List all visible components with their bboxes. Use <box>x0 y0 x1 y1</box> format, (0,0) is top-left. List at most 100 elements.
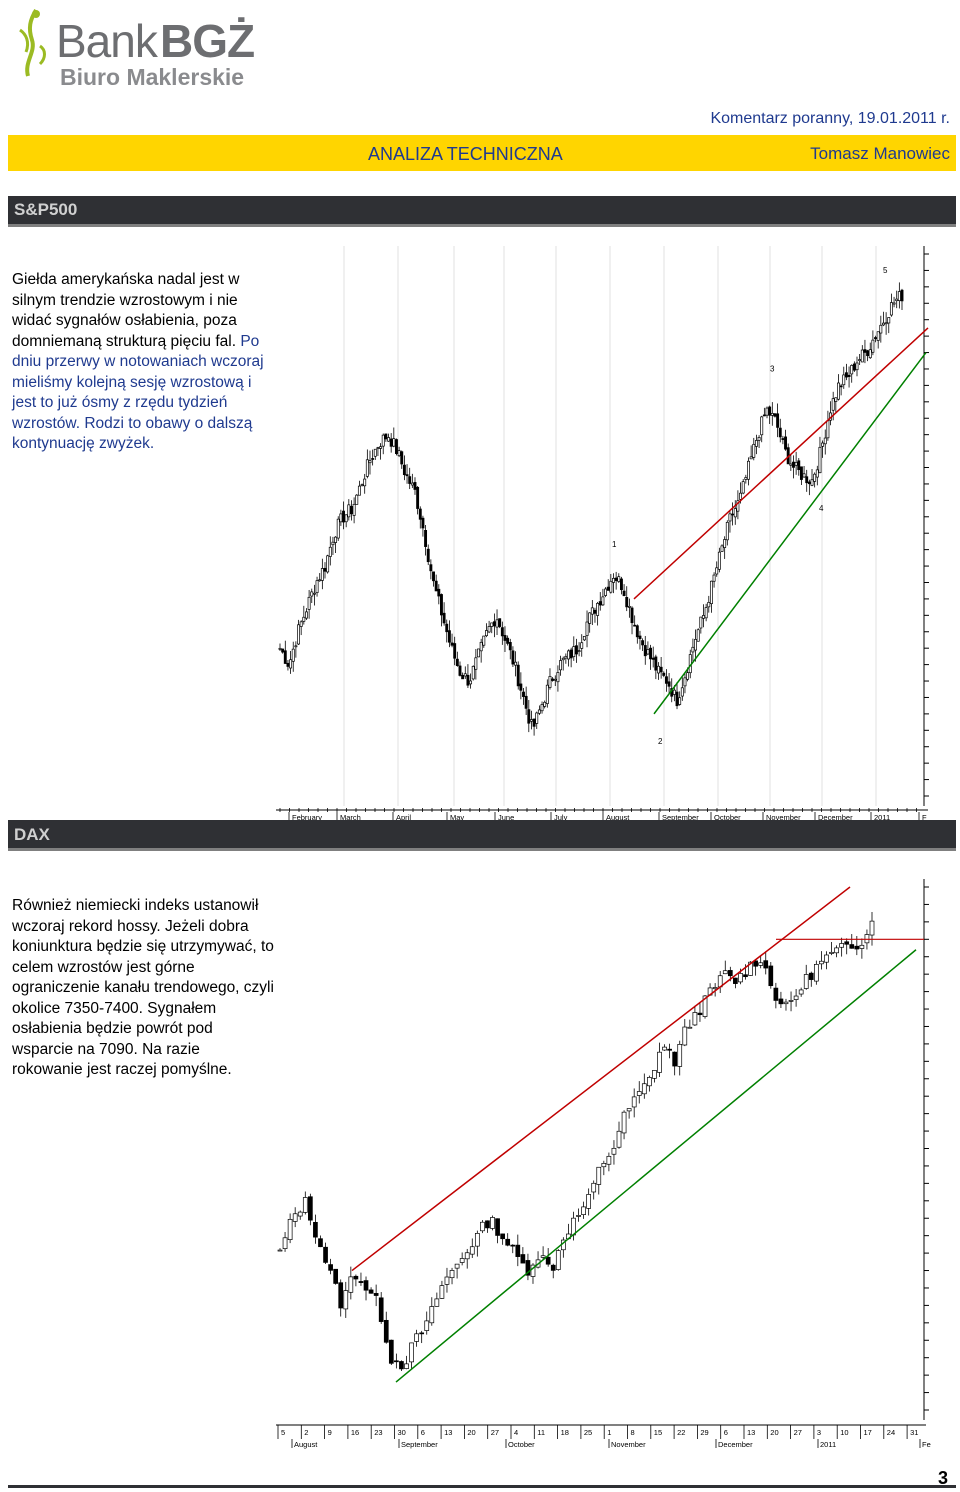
candle-body <box>871 339 875 353</box>
candle-body <box>500 627 504 637</box>
candle-body <box>738 973 743 983</box>
candle-body <box>900 289 904 302</box>
candle-body <box>617 576 621 582</box>
candle-body <box>463 673 467 677</box>
candle-body <box>392 438 396 447</box>
wave-label-3: 3 <box>770 364 775 373</box>
candle-body <box>333 1268 339 1284</box>
candle-body <box>334 536 338 543</box>
dax-section-label: DAX <box>14 825 50 844</box>
candle-body <box>339 513 343 523</box>
x-day-label: 8 <box>631 1428 635 1437</box>
x-day-label: 13 <box>747 1428 755 1437</box>
candle-body <box>897 291 901 301</box>
candle-body <box>519 683 523 691</box>
candle-body <box>882 322 885 326</box>
candle-body <box>798 989 804 995</box>
wave-label-1: 1 <box>612 540 617 549</box>
candle-body <box>866 350 870 357</box>
candle-body <box>520 1254 526 1264</box>
candle-body <box>355 494 359 505</box>
upper-channel-line <box>351 886 851 1272</box>
candle-body <box>606 586 610 591</box>
wave-label-4: 4 <box>819 504 824 513</box>
candle-body <box>675 691 679 707</box>
candle-body <box>736 500 740 512</box>
candle-body <box>799 466 803 480</box>
candle-body <box>537 709 541 714</box>
x-month-label: February <box>292 813 322 822</box>
candle-body <box>305 611 308 619</box>
candle-body <box>586 1194 591 1209</box>
candle-body <box>754 440 758 447</box>
logo-subtitle: Biuro Maklerskie <box>60 64 245 90</box>
candle-body <box>793 995 799 1000</box>
candle-body <box>741 481 745 494</box>
candle-body <box>464 1252 470 1260</box>
candle-body <box>702 995 708 1017</box>
candle-body <box>500 1233 505 1240</box>
x-day-label: 25 <box>584 1428 592 1437</box>
page-bottom-rule <box>8 1485 956 1488</box>
candle-body <box>630 607 634 624</box>
candle-body <box>408 476 412 484</box>
candle-body <box>646 649 650 655</box>
candle-body <box>572 646 576 658</box>
candle-body <box>842 374 846 386</box>
x-month-label: June <box>498 813 514 822</box>
candle-body <box>399 1361 404 1370</box>
candle-body <box>824 954 829 963</box>
candle-body <box>474 1233 480 1247</box>
candle-body <box>394 1360 399 1363</box>
candle-body <box>310 591 314 597</box>
candle-body <box>454 1263 460 1269</box>
candle-body <box>421 517 425 529</box>
candle-body <box>813 964 819 982</box>
candle-body <box>657 665 660 674</box>
logo-bgz-text: BGŻ <box>160 15 255 67</box>
candle-body <box>747 460 750 480</box>
resistance-trendline <box>633 327 929 600</box>
candle-body <box>788 1000 794 1002</box>
x-day-label: 15 <box>654 1428 662 1437</box>
x-day-label: 6 <box>421 1428 425 1437</box>
candle-body <box>651 657 655 660</box>
candle-body <box>434 1298 440 1307</box>
candle-body <box>727 970 733 977</box>
sp500-section-bar <box>8 196 956 227</box>
candle-body <box>844 372 848 378</box>
candle-body <box>702 615 705 619</box>
x-month-label: October <box>714 813 741 822</box>
candle-body <box>540 1255 546 1258</box>
candle-body <box>712 987 718 990</box>
candle-body <box>728 513 732 522</box>
candle-body <box>794 462 798 466</box>
candle-body <box>331 541 335 546</box>
candle-body <box>601 596 605 606</box>
candle-body <box>278 647 282 650</box>
x-month-label: March <box>340 813 361 822</box>
bgz-logo-figure-icon <box>19 8 46 77</box>
candle-body <box>680 687 684 697</box>
candle-body <box>477 648 480 658</box>
x-month-label: August <box>606 813 630 822</box>
candle-body <box>485 630 488 637</box>
candle-body <box>576 1215 581 1217</box>
candle-body <box>532 718 536 727</box>
candle-body <box>495 1218 500 1236</box>
candle-body <box>437 588 441 597</box>
candle-body <box>781 438 785 440</box>
candle-body <box>338 1282 344 1309</box>
candle-body <box>807 481 811 485</box>
candle-body <box>424 1320 430 1331</box>
candle-body <box>522 691 525 697</box>
candle-body <box>763 960 769 969</box>
candle-body <box>638 635 642 639</box>
candle-body <box>328 1264 333 1271</box>
candle-body <box>453 643 457 659</box>
candle-body <box>864 934 870 944</box>
candle-body <box>424 530 428 547</box>
candle-body <box>307 596 311 610</box>
candle-body <box>318 1238 323 1248</box>
x-month-label: September <box>401 1440 438 1449</box>
